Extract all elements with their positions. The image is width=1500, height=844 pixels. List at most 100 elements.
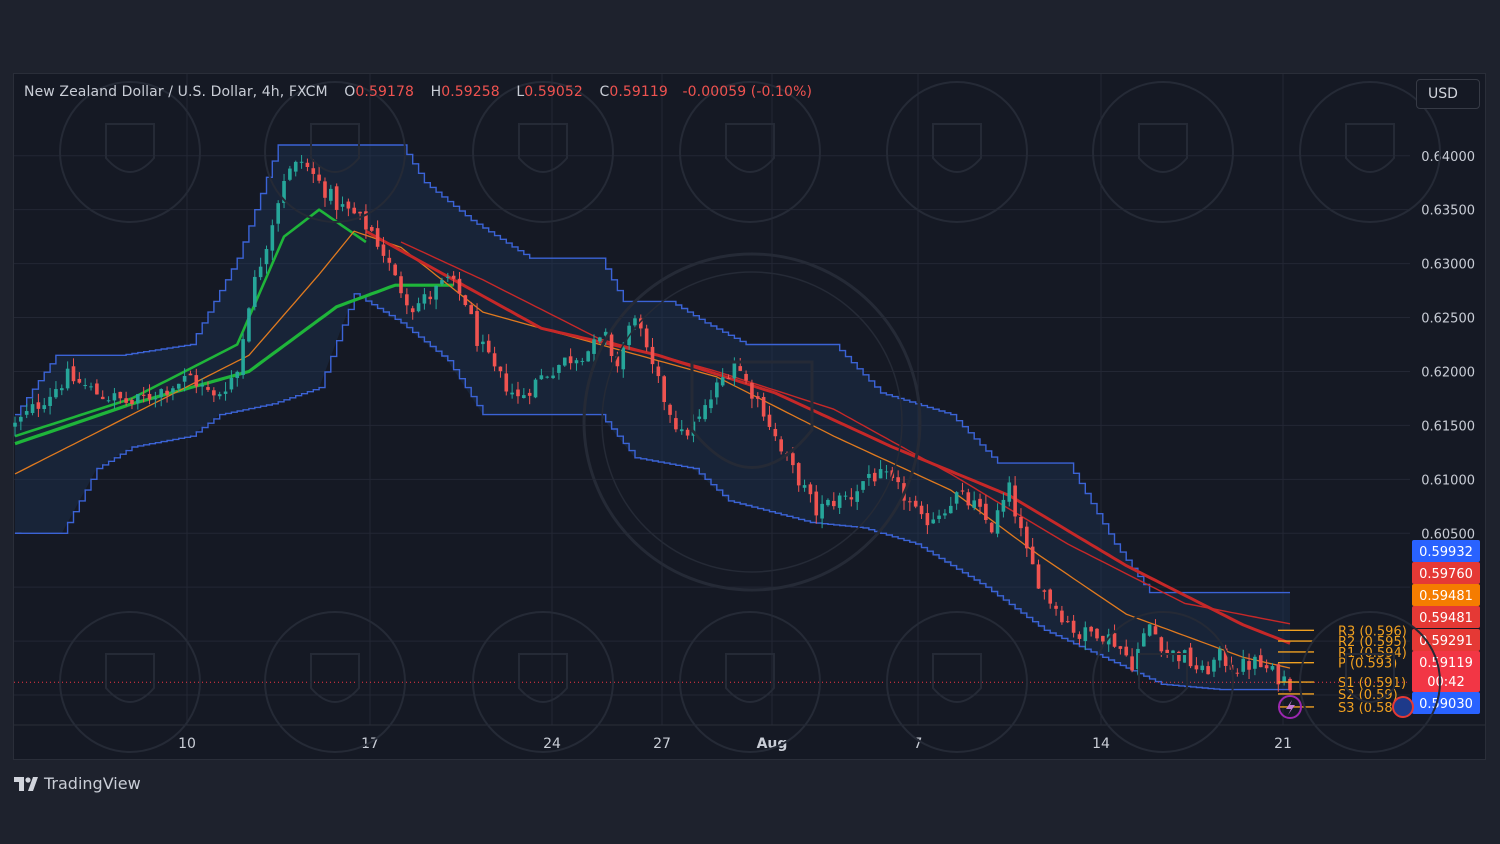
candle-body [1025, 526, 1029, 549]
candle-body [147, 393, 152, 400]
candle-body [65, 368, 70, 389]
price-tag [1412, 606, 1480, 628]
candle-body [638, 318, 643, 329]
pivot-label: R2 (0.595) [1338, 635, 1407, 650]
pivot-label: S3 (0.589) [1338, 701, 1406, 716]
watermark-shield [518, 123, 568, 173]
candle-body [791, 453, 795, 466]
candle-body [1077, 634, 1082, 639]
candle-body [212, 390, 216, 396]
candle-body [662, 376, 667, 403]
candle-body [171, 388, 175, 393]
candle-body [615, 356, 620, 367]
candle-body [937, 515, 941, 519]
candle-body [761, 396, 766, 417]
candle-body [867, 473, 871, 478]
candle-body [1007, 482, 1012, 502]
candle-body [1071, 620, 1076, 633]
candle-body [1136, 648, 1140, 670]
pivot-levels: R3 (0.596)R2 (0.595)R1 (0.594)P (0.593)S… [1278, 624, 1407, 716]
candle-body [106, 400, 111, 402]
candle-body [1147, 624, 1152, 636]
watermark-seal [264, 81, 406, 223]
candle-body [1171, 650, 1175, 655]
candle-body [1159, 637, 1164, 652]
candle-body [650, 346, 655, 365]
y-tick-label: 0.63500 [1421, 204, 1475, 219]
candle-body [832, 500, 836, 507]
candle-body [972, 500, 976, 508]
ema-green [14, 208, 367, 438]
low-value: 0.59052 [524, 84, 583, 100]
candle-body [282, 180, 286, 203]
watermark-shield [725, 123, 775, 173]
candle-body [621, 347, 626, 370]
candle-body [340, 204, 345, 207]
candle-body [77, 378, 82, 383]
candle-body [802, 485, 807, 488]
candle-body [440, 280, 444, 284]
candle-body [405, 294, 409, 306]
candle-body [1019, 517, 1023, 529]
candle-body [837, 495, 842, 508]
candle-body [434, 285, 438, 300]
close-label: C [599, 84, 610, 100]
candle-body [352, 207, 357, 214]
candle-body [83, 385, 87, 387]
price-tag-label: 0.59760 [1419, 567, 1473, 582]
candle-body [539, 375, 544, 380]
candle-body [1276, 664, 1281, 685]
candle-body [1112, 633, 1117, 647]
candle-body [399, 276, 403, 294]
tradingview-logo[interactable]: TradingView [14, 774, 141, 793]
currency-button[interactable]: USD [1416, 79, 1480, 109]
candle-body [1200, 665, 1205, 671]
symbol-legend[interactable]: New Zealand Dollar / U.S. Dollar, 4h, FX… [24, 84, 812, 100]
candle-body [1194, 665, 1199, 670]
x-tick-label: 21 [1274, 736, 1292, 752]
candle-body [1030, 546, 1035, 565]
price-tag [1412, 670, 1480, 692]
candle-body [919, 505, 924, 515]
candle-body [1013, 485, 1017, 517]
watermark-seal [472, 611, 614, 753]
y-tick-label: 0.61500 [1421, 419, 1475, 434]
change-value: -0.00059 (-0.10%) [682, 84, 813, 100]
candle-body [299, 161, 304, 163]
candle-body [562, 357, 567, 366]
candle-body [703, 405, 707, 420]
candle-body [1095, 628, 1099, 639]
candle-body [305, 162, 310, 168]
candle-body [814, 491, 819, 516]
candle-body [1270, 666, 1275, 670]
y-tick-label: 0.64000 [1421, 150, 1475, 165]
pivot-label: S2 (0.59) [1338, 688, 1398, 703]
candle-body [1288, 678, 1292, 691]
chart-area[interactable] [13, 73, 1486, 760]
candle-body [241, 339, 245, 376]
candle-body [1101, 635, 1105, 642]
donchian-channel [15, 144, 1290, 691]
candle-body [685, 429, 690, 436]
candle-body [358, 211, 362, 214]
watermark-seal [1092, 611, 1234, 753]
watermark-shield-large [690, 360, 814, 469]
candle-body [1218, 649, 1222, 661]
price-tag [1412, 651, 1480, 673]
candle-body [1054, 605, 1058, 609]
candle-body [726, 378, 731, 380]
candle-body [410, 308, 415, 313]
candle-body [165, 390, 169, 395]
candle-body [293, 161, 298, 172]
candle-body [925, 513, 930, 526]
candle-body [744, 373, 748, 381]
candle-body [100, 396, 105, 400]
candle-body [486, 340, 491, 353]
watermark-seal [1299, 81, 1441, 223]
candle-body [1001, 499, 1006, 512]
candle-body [48, 396, 52, 406]
watermark-seal-inner [601, 271, 903, 573]
candle-body [633, 318, 637, 326]
candle-body [130, 399, 134, 405]
